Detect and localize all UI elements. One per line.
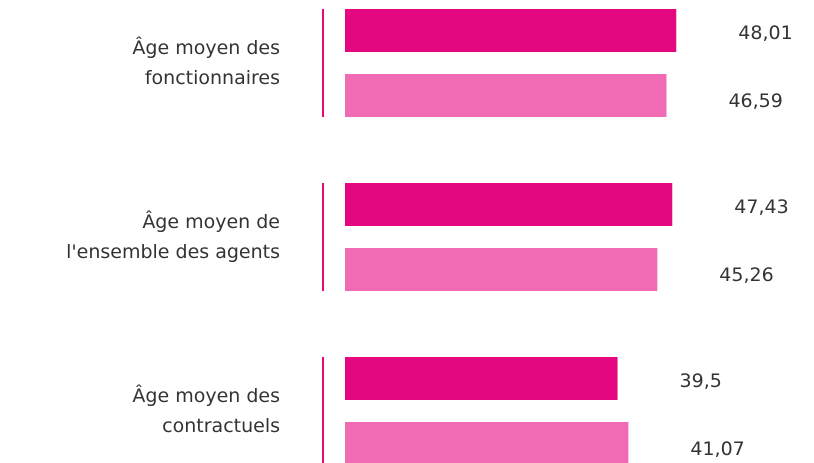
value-label: 45,26 [719,264,773,286]
bar [345,183,673,226]
value-label: 39,5 [680,370,722,392]
value-label: 46,59 [728,90,782,112]
value-label: 41,07 [690,438,744,460]
value-label: 47,43 [734,196,788,218]
category-label: Âge moyen des contractuels [132,385,280,437]
bar [345,248,658,291]
category-label: Âge moyen des fonctionnaires [132,37,280,89]
bar [345,357,618,400]
bar [345,74,667,117]
bar [345,422,629,463]
value-label: 48,01 [738,22,792,44]
category-label: Âge moyen de l'ensemble des agents [66,211,280,263]
bar [345,9,677,52]
